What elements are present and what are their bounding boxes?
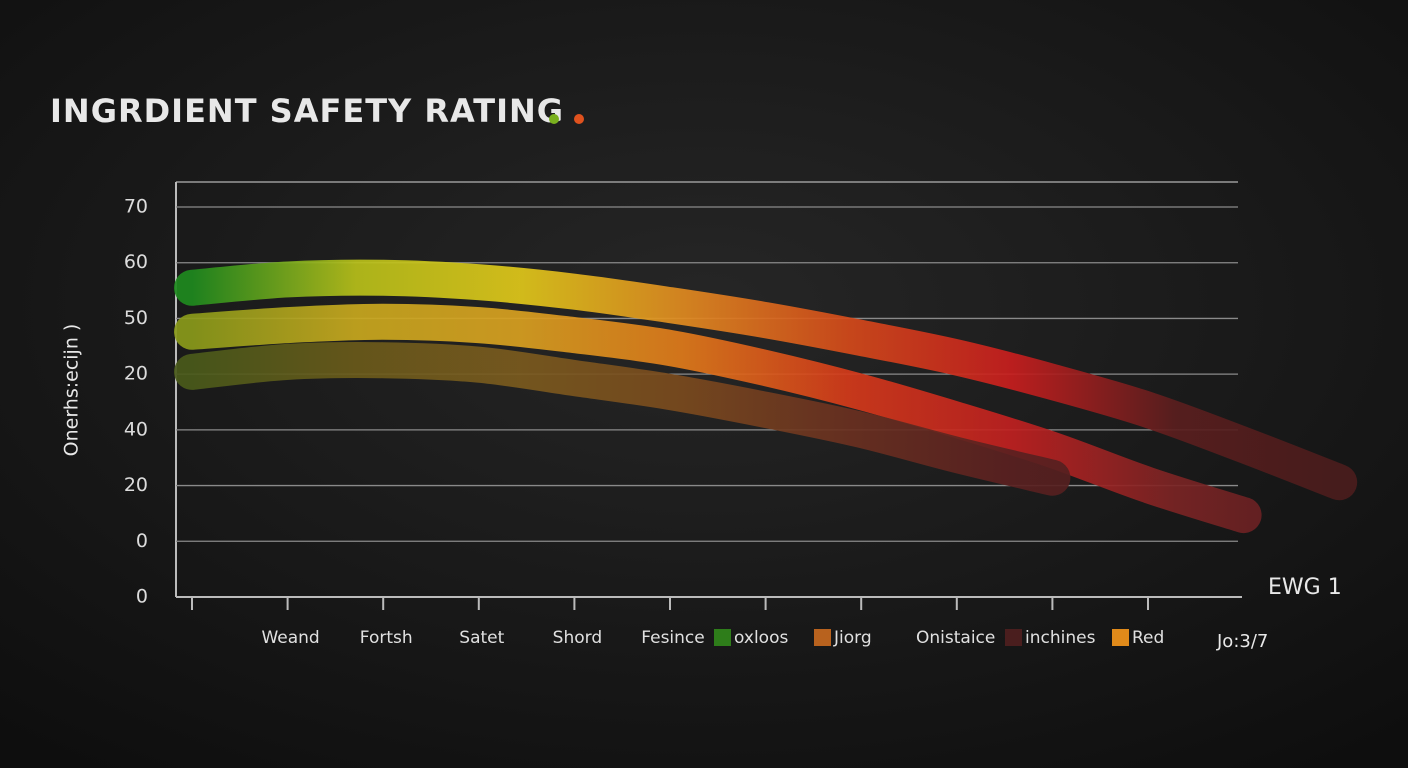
- y-axis-title: Onerhs:ecijn ): [61, 324, 83, 457]
- rating-band: [174, 342, 1071, 496]
- x-tick-label: Satet: [459, 628, 504, 648]
- legend-label: Onistaice: [916, 628, 995, 648]
- rating-band: [174, 303, 1262, 534]
- y-tick-label: 60: [124, 251, 148, 273]
- legend-label: Jiorg: [833, 628, 872, 648]
- x-tick-label: Shord: [553, 628, 602, 648]
- legend-label: Red: [1132, 628, 1164, 648]
- x-axis-end-label: EWG 1: [1268, 575, 1342, 600]
- legend-swatch: [814, 629, 831, 646]
- title-dot: [574, 114, 584, 124]
- chart-title: INGRDIENT SAFETY RATING: [50, 92, 564, 130]
- x-tick-label: Fesince: [641, 628, 704, 648]
- legend-swatch: [1112, 629, 1129, 646]
- legend-swatch: [1005, 629, 1022, 646]
- title-dot: [549, 114, 559, 124]
- legend-label: oxloos: [734, 628, 788, 648]
- y-tick-label: 0: [136, 586, 148, 608]
- rating-band: [174, 259, 1358, 501]
- x-tick-label: Weand: [261, 628, 319, 648]
- legend-swatch: [714, 629, 731, 646]
- x-corner-label: Jo:3/7: [1216, 631, 1268, 652]
- y-tick-label: 50: [124, 307, 148, 329]
- y-tick-label: 20: [124, 474, 148, 496]
- y-tick-label: 70: [124, 196, 148, 218]
- y-tick-label: 0: [136, 530, 148, 552]
- x-tick-label: Fortsh: [360, 628, 413, 648]
- y-tick-label: 20: [124, 363, 148, 385]
- legend-label: inchines: [1025, 628, 1096, 648]
- y-tick-label: 40: [124, 418, 148, 440]
